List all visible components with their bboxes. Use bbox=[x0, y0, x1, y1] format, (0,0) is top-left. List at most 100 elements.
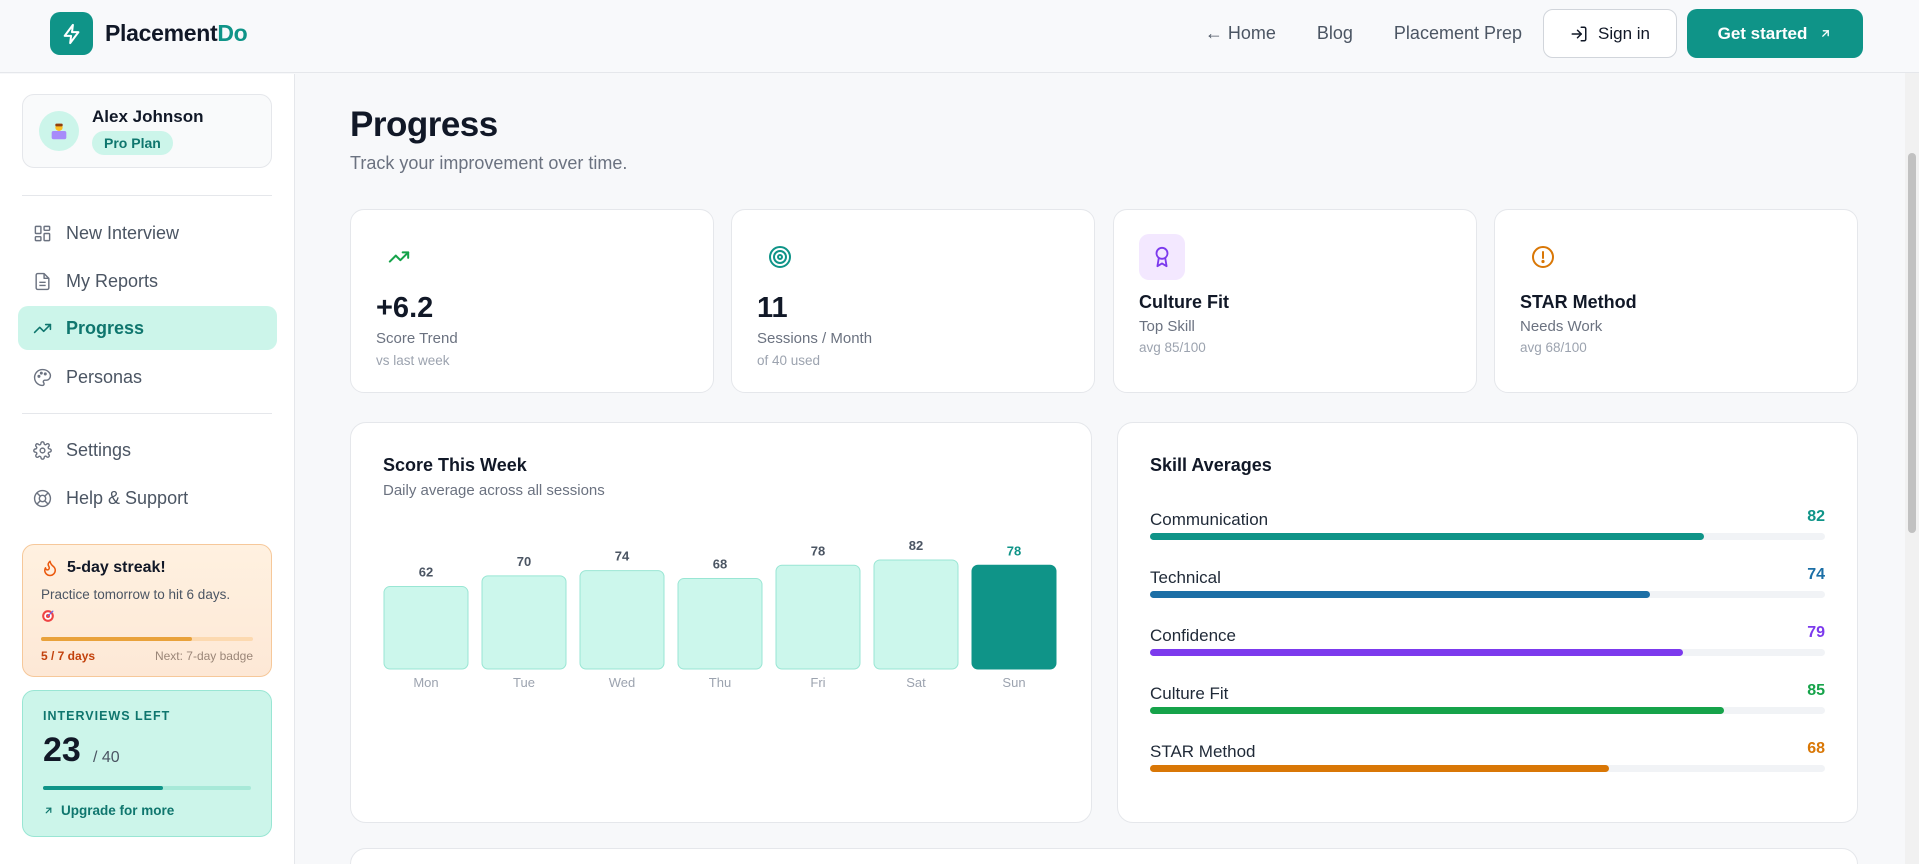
skill-bar-fill bbox=[1150, 591, 1650, 598]
fire-icon bbox=[44, 560, 56, 577]
nav-home-link[interactable]: ← Home bbox=[1204, 23, 1276, 43]
interviews-left-title: INTERVIEWS LEFT bbox=[43, 709, 171, 723]
award-icon bbox=[1139, 234, 1185, 280]
chart-data-label: 70 bbox=[517, 554, 531, 569]
trend-up-icon bbox=[376, 234, 422, 280]
skill-bar bbox=[1150, 591, 1825, 598]
interviews-left-fill bbox=[43, 786, 163, 790]
scrollbar-thumb[interactable] bbox=[1908, 153, 1916, 533]
skill-averages-panel: Skill Averages Communication 82 Technical 7… bbox=[1117, 422, 1858, 823]
skill-value: 79 bbox=[1807, 624, 1825, 641]
sidebar-item-label: Personas bbox=[66, 366, 143, 387]
chart-data-label: 68 bbox=[713, 557, 727, 572]
chart-data-label: 78 bbox=[1007, 543, 1021, 558]
plan-badge: Pro Plan bbox=[92, 131, 173, 155]
page-subtitle: Track your improvement over time. bbox=[350, 153, 628, 173]
brand[interactable]: PlacementDo bbox=[50, 12, 248, 55]
arrow-up-right-icon bbox=[1822, 30, 1830, 37]
grid-icon bbox=[34, 225, 51, 241]
skill-name: Technical bbox=[1150, 568, 1221, 587]
stat-value: +6.2 bbox=[376, 292, 434, 324]
sidebar-divider bbox=[22, 195, 272, 196]
skill-bar bbox=[1150, 533, 1825, 540]
streak-progress-fill bbox=[41, 637, 193, 641]
sidebar-item-help-support[interactable]: Help & Support bbox=[18, 476, 277, 520]
skill-name: Culture Fit bbox=[1150, 684, 1229, 703]
chart-category-label: Fri bbox=[810, 675, 825, 690]
streak-progress-bar bbox=[41, 637, 253, 641]
nav-links: ← Home Blog Placement Prep Sign in Get s… bbox=[1205, 9, 1863, 58]
score-bar-chart: 62 Mon 70 Tue 74 Wed 68 Thu 78 Fri 82 Sat 78 Sun bbox=[383, 538, 1057, 690]
stat-card-score-trend: +6.2 Score Trend vs last week bbox=[350, 209, 714, 393]
skill-bar-fill bbox=[1150, 707, 1724, 714]
interviews-left-card: INTERVIEWS LEFT 23 / 40 Upgrade for more bbox=[22, 690, 272, 837]
gear-icon bbox=[33, 440, 52, 460]
upgrade-link[interactable]: Upgrade for more bbox=[43, 803, 174, 818]
stat-label: Needs Work bbox=[1520, 318, 1603, 335]
alert-icon bbox=[1520, 234, 1566, 280]
streak-card: 5-day streak! Practice tomorrow to hit 6… bbox=[22, 544, 272, 677]
stat-card-top-skill: Culture Fit Top Skill avg 85/100 bbox=[1113, 209, 1477, 393]
nav-placement-prep-link[interactable]: Placement Prep bbox=[1393, 23, 1522, 43]
interviews-left-bar bbox=[43, 786, 251, 790]
chart-category-label: Tue bbox=[513, 675, 535, 690]
chart-category-label: Mon bbox=[413, 675, 438, 690]
sidebar-item-label: Settings bbox=[66, 439, 132, 460]
skill-row-confidence: Confidence 79 bbox=[1150, 624, 1825, 666]
top-navigation: PlacementDo ← Home Blog Placement Prep S… bbox=[0, 0, 1919, 73]
sidebar: Alex Johnson Pro Plan New Interview My R… bbox=[0, 74, 295, 864]
stat-value: 11 bbox=[757, 292, 788, 324]
stat-sub: avg 68/100 bbox=[1520, 340, 1587, 355]
streak-progress-label: 5 / 7 days bbox=[41, 649, 96, 663]
stat-label: Score Trend bbox=[376, 330, 458, 347]
interviews-left-value: 23 bbox=[43, 731, 81, 769]
chart-category-label: Thu bbox=[709, 675, 731, 690]
skill-row-technical: Technical 74 bbox=[1150, 566, 1825, 608]
skill-name: Communication bbox=[1150, 510, 1269, 529]
sidebar-item-new-interview[interactable]: New Interview bbox=[18, 211, 277, 255]
page-scrollbar[interactable] bbox=[1905, 73, 1919, 864]
skill-row-communication: Communication 82 bbox=[1150, 508, 1825, 550]
skill-bar-fill bbox=[1150, 533, 1704, 540]
chart-bar-fri bbox=[775, 564, 861, 670]
upgrade-label: Upgrade for more bbox=[61, 803, 175, 818]
get-started-label: Get started bbox=[1717, 23, 1808, 43]
streak-subtitle: Practice tomorrow to hit 6 days. bbox=[41, 587, 231, 602]
skill-value: 85 bbox=[1807, 682, 1825, 699]
sidebar-item-progress[interactable]: Progress bbox=[18, 306, 277, 350]
panel-title: Score This Week bbox=[383, 455, 527, 475]
chart-bar-sat bbox=[873, 559, 959, 670]
stat-sub: of 40 used bbox=[757, 353, 821, 368]
get-started-button[interactable]: Get started bbox=[1687, 9, 1863, 58]
skill-value: 82 bbox=[1807, 508, 1825, 525]
target-icon bbox=[757, 234, 803, 280]
sidebar-item-my-reports[interactable]: My Reports bbox=[18, 259, 277, 303]
skill-bar-fill bbox=[1150, 649, 1684, 656]
chart-bar-wed bbox=[579, 570, 665, 670]
sidebar-divider bbox=[22, 413, 272, 414]
sign-in-button[interactable]: Sign in bbox=[1543, 9, 1677, 58]
nav-blog-link[interactable]: Blog bbox=[1316, 23, 1353, 43]
chart-data-label: 62 bbox=[419, 565, 433, 580]
lifebuoy-icon bbox=[33, 489, 52, 507]
sidebar-item-settings[interactable]: Settings bbox=[18, 428, 277, 472]
sidebar-item-personas[interactable]: Personas bbox=[18, 355, 277, 399]
skill-name: Confidence bbox=[1150, 626, 1237, 645]
panel-title: Skill Averages bbox=[1150, 455, 1272, 475]
skill-row-culture-fit: Culture Fit 85 bbox=[1150, 682, 1825, 724]
palette-icon bbox=[33, 368, 52, 386]
chart-bar-thu bbox=[677, 578, 763, 670]
chart-category-label: Wed bbox=[609, 675, 636, 690]
skill-bar-fill bbox=[1150, 765, 1609, 772]
target-emoji-icon bbox=[41, 609, 55, 626]
profile-card[interactable]: Alex Johnson Pro Plan bbox=[22, 94, 272, 168]
chart-bar-tue bbox=[481, 575, 567, 670]
arrow-up-right-icon bbox=[45, 807, 52, 814]
stat-card-needs-work: STAR Method Needs Work avg 68/100 bbox=[1494, 209, 1858, 393]
skill-bar bbox=[1150, 707, 1825, 714]
stat-card-sessions: 11 Sessions / Month of 40 used bbox=[731, 209, 1095, 393]
sign-in-label: Sign in bbox=[1598, 23, 1650, 43]
stat-sub: avg 85/100 bbox=[1139, 340, 1206, 355]
skill-value: 68 bbox=[1807, 740, 1825, 757]
stat-heading: STAR Method bbox=[1520, 292, 1637, 312]
